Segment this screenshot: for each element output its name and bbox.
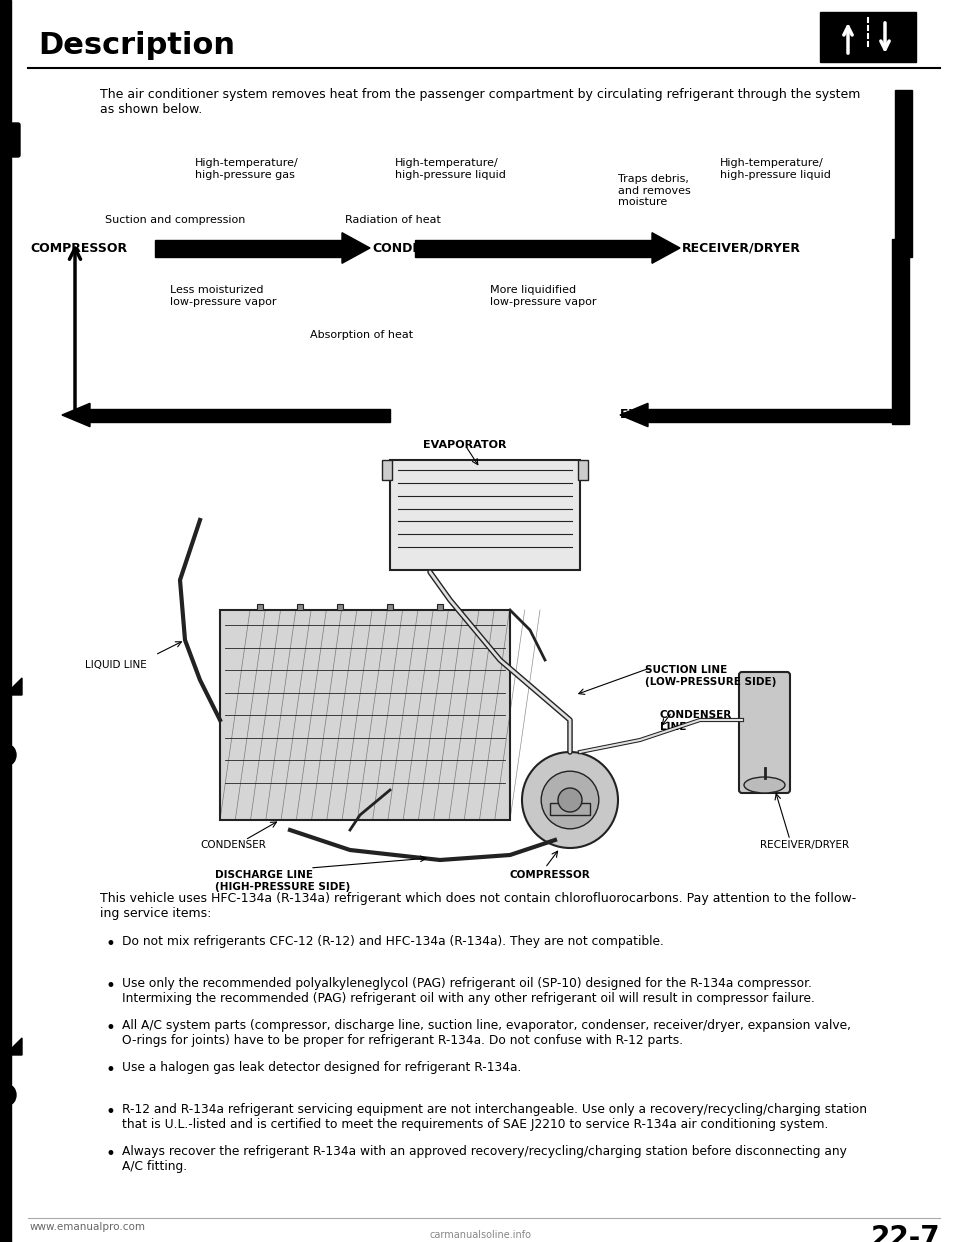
Text: Use only the recommended polyalkyleneglycol (PAG) refrigerant oil (SP-10) design: Use only the recommended polyalkylenegly… (122, 977, 815, 1005)
Text: COMPRESSOR: COMPRESSOR (30, 241, 127, 255)
Polygon shape (0, 678, 22, 730)
Bar (80, 455, 880, 869)
Text: 22-7: 22-7 (871, 1225, 940, 1242)
Polygon shape (652, 232, 680, 263)
Text: High-temperature/
high-pressure liquid: High-temperature/ high-pressure liquid (720, 158, 830, 180)
Text: Less moisturized
low-pressure vapor: Less moisturized low-pressure vapor (170, 284, 276, 307)
Text: DISCHARGE LINE
(HIGH-PRESSURE SIDE): DISCHARGE LINE (HIGH-PRESSURE SIDE) (215, 869, 350, 892)
Text: EXPANSION VALVE: EXPANSION VALVE (620, 409, 748, 421)
Text: CONDENSER: CONDENSER (200, 840, 266, 850)
Polygon shape (342, 232, 370, 263)
Text: Absorption of heat: Absorption of heat (310, 330, 413, 340)
Text: R-12 and R-134a refrigerant servicing equipment are not interchangeable. Use onl: R-12 and R-134a refrigerant servicing eq… (122, 1103, 867, 1131)
Circle shape (522, 751, 618, 848)
Circle shape (541, 771, 599, 828)
Text: High-temperature/
high-pressure gas: High-temperature/ high-pressure gas (195, 158, 299, 180)
Bar (892, 238, 909, 424)
Text: Use a halogen gas leak detector designed for refrigerant R-134a.: Use a halogen gas leak detector designed… (122, 1061, 521, 1074)
Text: EVAPORATOR: EVAPORATOR (290, 409, 384, 421)
Bar (648, 409, 893, 421)
Bar (0, 0, 11, 1242)
Text: All A/C system parts (compressor, discharge line, suction line, evaporator, cond: All A/C system parts (compressor, discha… (122, 1018, 851, 1047)
Ellipse shape (0, 745, 16, 765)
Text: LIQUID LINE: LIQUID LINE (85, 660, 147, 669)
FancyBboxPatch shape (739, 672, 790, 792)
Text: Description: Description (38, 31, 235, 60)
Bar (337, 604, 343, 610)
Bar (387, 604, 393, 610)
Text: The air conditioner system removes heat from the passenger compartment by circul: The air conditioner system removes heat … (100, 88, 860, 116)
Text: RECEIVER/DRYER: RECEIVER/DRYER (760, 840, 850, 850)
Polygon shape (62, 404, 90, 427)
Bar (382, 460, 392, 479)
Bar (415, 240, 652, 257)
Bar (90, 409, 390, 421)
Text: Suction and compression: Suction and compression (105, 215, 246, 225)
Polygon shape (0, 1038, 22, 1090)
Polygon shape (620, 404, 648, 427)
Bar (437, 604, 443, 610)
Text: www.emanualpro.com: www.emanualpro.com (30, 1222, 146, 1232)
Ellipse shape (744, 777, 785, 792)
FancyBboxPatch shape (0, 123, 20, 156)
Text: Always recover the refrigerant R-134a with an approved recovery/recycling/chargi: Always recover the refrigerant R-134a wi… (122, 1145, 847, 1172)
Text: More liquidified
low-pressure vapor: More liquidified low-pressure vapor (490, 284, 596, 307)
Bar (578, 460, 588, 479)
Text: EVAPORATOR: EVAPORATOR (423, 440, 507, 450)
Bar (297, 604, 303, 610)
Text: COMPRESSOR: COMPRESSOR (510, 869, 590, 881)
Text: High-temperature/
high-pressure liquid: High-temperature/ high-pressure liquid (395, 158, 506, 180)
Text: Do not mix refrigerants CFC-12 (R-12) and HFC-134a (R-134a). They are not compat: Do not mix refrigerants CFC-12 (R-12) an… (122, 935, 664, 948)
Bar (550, 804, 590, 815)
Bar (155, 240, 342, 257)
Circle shape (558, 787, 582, 812)
Text: •: • (105, 1145, 115, 1163)
Text: •: • (105, 1061, 115, 1079)
Text: carmanualsoline.info: carmanualsoline.info (429, 1230, 531, 1240)
Text: CONDENSER
LINE: CONDENSER LINE (660, 710, 732, 732)
Text: Radiation of heat: Radiation of heat (345, 215, 441, 225)
Text: Traps debris,
and removes
moisture: Traps debris, and removes moisture (618, 174, 691, 207)
Ellipse shape (0, 1086, 16, 1105)
Text: CONDENSER: CONDENSER (372, 241, 458, 255)
Bar (390, 460, 580, 570)
Bar (895, 89, 912, 257)
Text: •: • (105, 1103, 115, 1122)
Text: •: • (105, 1018, 115, 1037)
Text: •: • (105, 935, 115, 953)
Text: This vehicle uses HFC-134a (R-134a) refrigerant which does not contain chloroflu: This vehicle uses HFC-134a (R-134a) refr… (100, 892, 856, 920)
Bar (220, 610, 510, 820)
Text: RECEIVER/DRYER: RECEIVER/DRYER (682, 241, 801, 255)
Text: •: • (105, 977, 115, 995)
Bar (257, 604, 263, 610)
Text: SUCTION LINE
(LOW-PRESSURE SIDE): SUCTION LINE (LOW-PRESSURE SIDE) (645, 664, 777, 687)
Bar (820, 12, 916, 62)
